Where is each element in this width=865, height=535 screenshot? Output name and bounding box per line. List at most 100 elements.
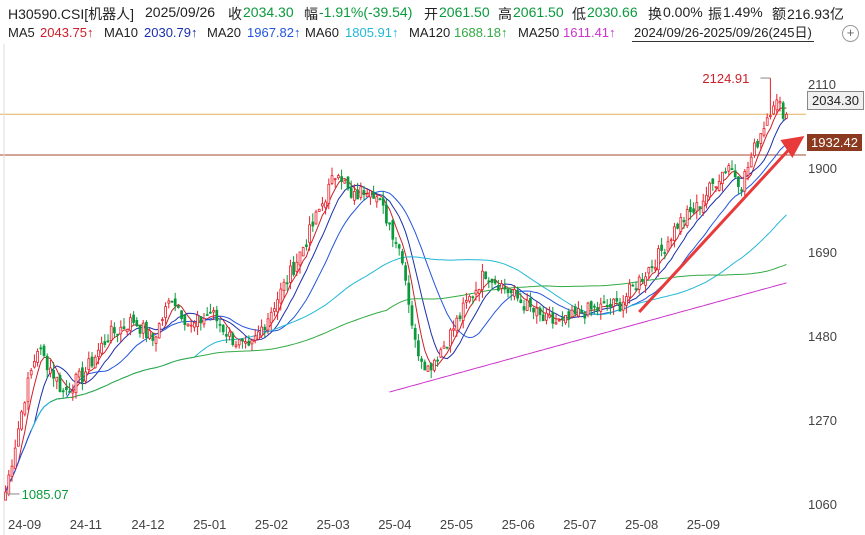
candle-body <box>49 367 52 374</box>
x-axis: 24-09 24-11 24-12 25-01 25-02 25-03 25-04 25-05… <box>8 517 720 532</box>
candle-body <box>417 340 420 357</box>
candle-body <box>202 317 206 325</box>
candle-body <box>698 206 702 209</box>
candle <box>740 187 743 197</box>
candle <box>13 439 17 470</box>
candle <box>231 331 235 347</box>
candle-body <box>311 221 315 227</box>
candle-body <box>506 288 510 294</box>
candle-body <box>231 333 235 345</box>
candle-body <box>74 373 78 394</box>
candle <box>391 218 395 248</box>
candle-body <box>711 178 715 184</box>
candle <box>84 366 87 385</box>
candle <box>586 301 590 318</box>
candle <box>407 275 411 314</box>
candle <box>452 320 455 337</box>
candle <box>660 237 663 257</box>
candle <box>365 188 369 198</box>
candle-body <box>634 288 638 291</box>
high-label: 高 <box>498 6 512 22</box>
candle <box>785 112 788 120</box>
candle <box>109 320 113 344</box>
candle <box>301 246 305 257</box>
candle-body <box>253 335 257 341</box>
candle <box>759 133 763 151</box>
candle <box>525 293 529 311</box>
candle <box>225 326 228 344</box>
amount-label: 额 <box>772 6 786 22</box>
candle-body <box>673 226 676 241</box>
candle-body <box>410 305 414 326</box>
ma120-label: MA120 <box>409 25 451 40</box>
candle-body <box>7 474 11 495</box>
candle <box>308 216 311 251</box>
candle-body <box>554 322 558 325</box>
arrow-shaft <box>638 146 792 314</box>
ma10-value: 2030.79↑ <box>144 25 198 40</box>
candle-body <box>164 306 167 318</box>
candle <box>23 401 27 417</box>
candle <box>289 259 292 290</box>
candle-body <box>343 180 347 184</box>
candle-body <box>484 271 487 280</box>
ma250-label: MA250 <box>518 25 560 40</box>
close-value: 2034.30 <box>243 4 294 20</box>
candle-body <box>669 239 673 242</box>
candle <box>97 343 100 365</box>
candle-body <box>605 305 609 308</box>
candle <box>119 320 123 343</box>
date-range-selector[interactable]: 2024/09/26-2025/09/26(245日) <box>632 22 814 42</box>
candle <box>113 322 116 338</box>
candle-body <box>519 299 523 303</box>
candle-body <box>481 270 484 290</box>
candle <box>180 310 183 321</box>
candle-body <box>225 334 228 337</box>
candle <box>474 281 478 301</box>
candle-body <box>77 370 81 378</box>
x-tick-label: 25-03 <box>317 517 350 532</box>
candle-body <box>295 261 299 272</box>
ma5-line <box>5 107 787 493</box>
candle <box>138 324 142 338</box>
candle <box>285 275 289 291</box>
candle-body <box>375 196 379 203</box>
candle-body <box>545 312 548 321</box>
candle-body <box>404 265 407 281</box>
candle <box>653 259 657 272</box>
candle <box>260 319 263 339</box>
candle-body <box>52 369 55 379</box>
candle-body <box>449 329 452 347</box>
candle <box>589 300 593 317</box>
candle-body <box>493 280 497 284</box>
candle-body <box>708 182 711 198</box>
candle <box>343 179 347 184</box>
candle <box>378 197 382 201</box>
candle-body <box>173 298 177 307</box>
candle-body <box>599 303 603 312</box>
candle <box>29 367 33 379</box>
candle <box>513 285 516 301</box>
candle <box>282 278 286 299</box>
candle <box>625 292 628 314</box>
candle <box>125 328 129 336</box>
quote-date: 2025/09/26 <box>145 4 216 20</box>
annotations: 2124.91 1085.07 <box>5 71 771 502</box>
candle-body <box>401 251 404 264</box>
candle <box>749 152 753 168</box>
ma-legend: MA5 2043.75↑ MA10 2030.79↑ MA20 1967.82↑… <box>0 24 865 44</box>
candle-body <box>221 324 225 333</box>
add-indicator-button[interactable]: + <box>842 25 859 42</box>
candle-body <box>500 283 503 289</box>
candle-body <box>10 465 14 477</box>
candle-body <box>631 284 635 287</box>
candle-body <box>356 189 359 200</box>
candle-body <box>529 298 532 308</box>
candle <box>657 245 660 277</box>
candle <box>375 195 379 208</box>
candle <box>753 138 756 158</box>
candle-body <box>785 113 788 119</box>
candle <box>449 327 452 353</box>
candle <box>71 384 75 401</box>
candle <box>4 485 7 501</box>
